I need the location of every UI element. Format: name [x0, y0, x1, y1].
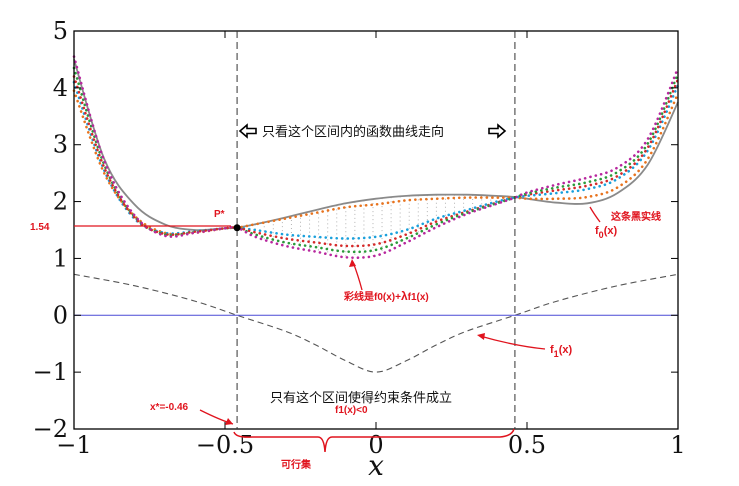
- arrow-text: 只看这个区间内的函数曲线走向: [262, 124, 444, 140]
- feasible-set-brace: [233, 428, 515, 453]
- x-axis-label: x: [368, 449, 384, 482]
- x-tick-label: −0.5: [196, 431, 254, 459]
- value-1-54-label: 1.54: [30, 222, 50, 233]
- mix-series-line-2: [72, 89, 680, 236]
- interval-arrow-note: 只看这个区间内的函数曲线走向: [238, 123, 507, 140]
- x-tick-label: −1: [56, 431, 91, 459]
- y-tick-label: 2: [53, 188, 68, 216]
- f1-arrow: [479, 335, 546, 350]
- mix-series-line-3: [72, 80, 680, 240]
- mix-series-line-4: [72, 75, 680, 248]
- f0-arrow: [589, 206, 601, 223]
- mix-arrowhead-icon: [349, 259, 356, 267]
- feasible-set-label: 可行集: [281, 458, 312, 471]
- right-arrow-icon: [488, 123, 507, 139]
- y-tick-label: 4: [53, 74, 68, 102]
- series-curves: [72, 55, 680, 373]
- p-star-label: P*: [214, 209, 225, 220]
- x-tick-label: 0.5: [508, 431, 546, 459]
- plot-frame: [73, 30, 679, 430]
- x-tick-label: 1: [670, 431, 685, 459]
- p-star-point: [233, 224, 241, 232]
- x-tick-label: 0: [368, 431, 383, 459]
- f1-arrowhead-icon: [477, 333, 485, 340]
- mix-label: 彩线是f0(x)+λf1(x): [343, 289, 429, 303]
- mix-series-line-5: [72, 66, 680, 254]
- y-tick-label: 1: [53, 244, 68, 272]
- y-tick-label: −1: [33, 358, 68, 386]
- y-tick-label: −2: [33, 415, 68, 443]
- mix-series-line-6: [72, 55, 680, 260]
- annotations: 只看这个区间内的函数曲线走向 只有这个区间使得约束条件成立 f1(x)<0 1.…: [30, 123, 661, 471]
- y-tick-label: 5: [53, 17, 68, 45]
- f1-series-line: [73, 273, 679, 373]
- f1-label: f1(x): [550, 344, 572, 359]
- key-point-layer: [233, 224, 241, 232]
- left-arrow-icon: [238, 123, 257, 139]
- constraint-text: 只有这个区间使得约束条件成立: [270, 390, 452, 406]
- f0-label: f0(x): [595, 225, 617, 240]
- feasible-region-shading: [245, 194, 510, 258]
- y-tick-label: 3: [53, 131, 68, 159]
- constraint-sub: f1(x)<0: [335, 405, 368, 416]
- x-star-arrowhead-icon: [225, 418, 233, 425]
- y-tick-label: 0: [53, 301, 68, 329]
- x-star-label: x*=-0.46: [150, 402, 189, 413]
- f0-series-line: [73, 59, 679, 232]
- f0-note: 这条黑实线: [611, 210, 661, 223]
